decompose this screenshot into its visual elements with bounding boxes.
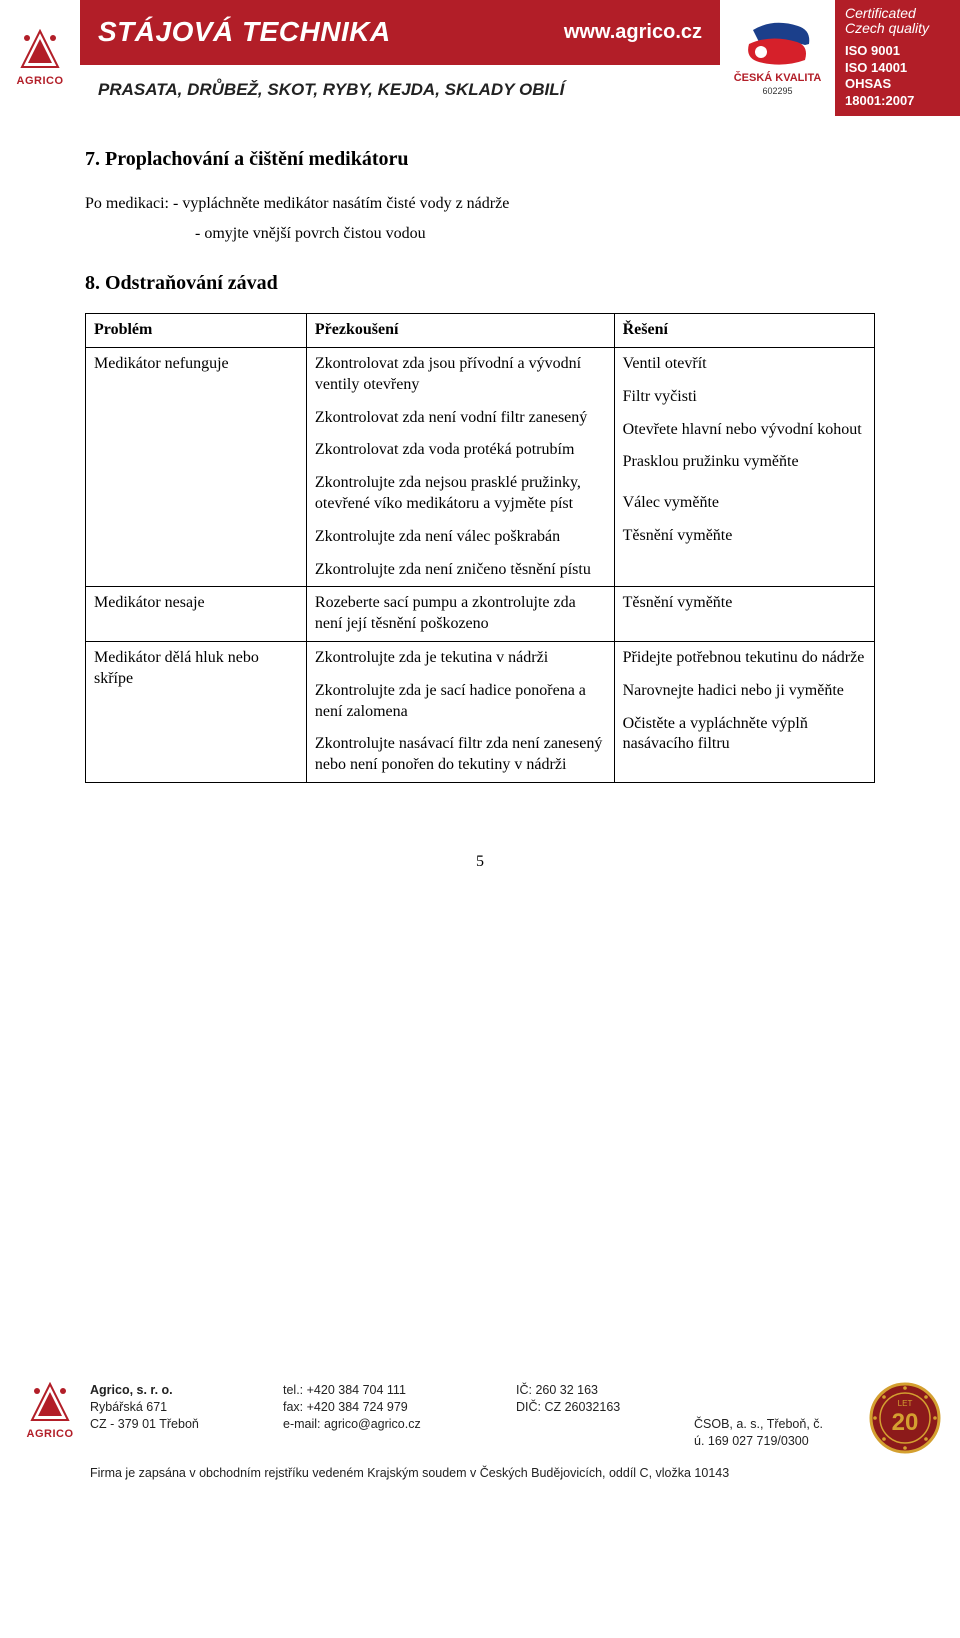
- banner-mid: STÁJOVÁ TECHNIKA www.agrico.cz PRASATA, …: [80, 0, 720, 116]
- check-item: Zkontrolovat zda jsou přívodní a vývodní…: [315, 354, 606, 396]
- cell-checks: Zkontrolujte zda je tekutina v nádrži Zk…: [306, 641, 614, 782]
- table-row: Medikátor dělá hluk nebo skřípe Zkontrol…: [86, 641, 875, 782]
- footer-tel: tel.: +420 384 704 111: [283, 1382, 488, 1399]
- footer-logo-cell: AGRICO: [10, 1382, 90, 1440]
- page-number: 5: [85, 853, 875, 871]
- footer-ic: IČ: 260 32 163: [516, 1382, 666, 1399]
- ck-number: 602295: [762, 86, 792, 96]
- footer-email: e-mail: agrico@agrico.cz: [283, 1416, 488, 1433]
- cell-solutions: Těsnění vyměňte: [614, 587, 874, 642]
- footer-col-ids: IČ: 260 32 163 DIČ: CZ 26032163: [516, 1382, 666, 1450]
- seal-cell: LET 20: [860, 1382, 950, 1454]
- footer-col-address: Agrico, s. r. o. Rybářská 671 CZ - 379 0…: [90, 1382, 255, 1450]
- solution-item: Očistěte a vypláchněte výplň nasávacího …: [623, 714, 866, 756]
- solution-item: Ventil otevřít: [623, 354, 866, 375]
- top-banner: AGRICO STÁJOVÁ TECHNIKA www.agrico.cz PR…: [0, 0, 960, 116]
- cell-solutions: Přidejte potřebnou tekutinu do nádrže Na…: [614, 641, 874, 782]
- solution-item: Filtr vyčisti: [623, 387, 866, 408]
- section-7-heading: 7. Proplachování a čištění medikátoru: [85, 148, 875, 171]
- seal-number: 20: [892, 1409, 919, 1436]
- section-7-line2: - omyjte vnější povrch čistou vodou: [85, 223, 875, 245]
- brand-logo-cell: AGRICO: [0, 0, 80, 116]
- check-item: Zkontrolujte zda je tekutina v nádrži: [315, 648, 606, 669]
- banner-subtitle: PRASATA, DRŮBEŽ, SKOT, RYBY, KEJDA, SKLA…: [80, 65, 720, 116]
- page-body: 7. Proplachování a čištění medikátoru Po…: [0, 116, 960, 1376]
- ck-flag-icon: [743, 20, 813, 70]
- check-item: Zkontrolovat zda není vodní filtr zanese…: [315, 408, 606, 429]
- agrico-logo-icon: [28, 1382, 72, 1426]
- anniversary-seal-icon: LET 20: [869, 1382, 941, 1454]
- solution-item: Narovnejte hadici nebo ji vyměňte: [623, 681, 866, 702]
- footer-addr2: CZ - 379 01 Třeboň: [90, 1416, 255, 1433]
- section-8-heading: 8. Odstraňování závad: [85, 272, 875, 295]
- solution-item: Těsnění vyměňte: [623, 593, 866, 614]
- footer-company: Agrico, s. r. o.: [90, 1383, 173, 1397]
- th-problem: Problém: [86, 314, 307, 348]
- solution-item: Otevřete hlavní nebo vývodní kohout: [623, 420, 866, 441]
- agrico-logo-icon: [18, 29, 62, 73]
- check-item: Zkontrolujte nasávací filtr zda není zan…: [315, 734, 606, 776]
- cert-line: ISO 14001: [845, 60, 950, 77]
- footer-addr1: Rybářská 671: [90, 1399, 255, 1416]
- table-row: Medikátor nefunguje Zkontrolovat zda jso…: [86, 347, 875, 586]
- troubleshooting-table: Problém Přezkoušení Řešení Medikátor nef…: [85, 313, 875, 783]
- footer-col-contact: tel.: +420 384 704 111 fax: +420 384 724…: [283, 1382, 488, 1450]
- check-item: Zkontrolovat zda voda protéká potrubím: [315, 440, 606, 461]
- cell-problem: Medikátor nefunguje: [86, 347, 307, 586]
- footer-fax: fax: +420 384 724 979: [283, 1399, 488, 1416]
- cert-line: ISO 9001: [845, 43, 950, 60]
- seal-top-text: LET: [898, 1399, 913, 1408]
- footer: AGRICO Agrico, s. r. o. Rybářská 671 CZ …: [0, 1376, 960, 1464]
- solution-item: Válec vyměňte: [623, 493, 866, 514]
- check-item: Zkontrolujte zda je sací hadice ponořena…: [315, 681, 606, 723]
- solution-item: Prasklou pružinku vyměňte: [623, 452, 866, 473]
- banner-title: STÁJOVÁ TECHNIKA: [98, 16, 391, 48]
- brand-name: AGRICO: [17, 75, 64, 87]
- banner-url: www.agrico.cz: [564, 21, 702, 44]
- cert-head: Certificated Czech quality: [845, 6, 950, 37]
- footer-col-bank: ČSOB, a. s., Třeboň, č. ú. 169 027 719/0…: [694, 1382, 832, 1450]
- ceska-kvalita-block: ČESKÁ KVALITA 602295: [720, 0, 835, 116]
- check-item: Zkontrolujte zda nejsou prasklé pružinky…: [315, 473, 606, 515]
- solution-item: Těsnění vyměňte: [623, 526, 866, 547]
- check-item: Zkontrolujte zda není válec poškrabán: [315, 527, 606, 548]
- footer-bank: ČSOB, a. s., Třeboň, č. ú. 169 027 719/0…: [694, 1416, 832, 1450]
- footer-dic: DIČ: CZ 26032163: [516, 1399, 666, 1416]
- certification-block: Certificated Czech quality ISO 9001 ISO …: [835, 0, 960, 116]
- banner-red-strip: STÁJOVÁ TECHNIKA www.agrico.cz: [80, 0, 720, 65]
- section-7-line1: Po medikaci: - vypláchněte medikátor nas…: [85, 193, 875, 215]
- cert-line: OHSAS 18001:2007: [845, 76, 950, 110]
- table-row: Medikátor nesaje Rozeberte sací pumpu a …: [86, 587, 875, 642]
- footer-registry-note: Firma je zapsána v obchodním rejstříku v…: [0, 1466, 960, 1480]
- check-item: Rozeberte sací pumpu a zkontrolujte zda …: [315, 593, 606, 635]
- agrico-logo: AGRICO: [17, 29, 64, 87]
- ck-label: ČESKÁ KVALITA: [734, 72, 822, 84]
- table-header-row: Problém Přezkoušení Řešení: [86, 314, 875, 348]
- check-item: Zkontrolujte zda není zničeno těsnění pí…: [315, 560, 606, 581]
- cell-checks: Rozeberte sací pumpu a zkontrolujte zda …: [306, 587, 614, 642]
- cell-solutions: Ventil otevřít Filtr vyčisti Otevřete hl…: [614, 347, 874, 586]
- cell-checks: Zkontrolovat zda jsou přívodní a vývodní…: [306, 347, 614, 586]
- th-solution: Řešení: [614, 314, 874, 348]
- brand-name: AGRICO: [27, 1428, 74, 1440]
- footer-columns: Agrico, s. r. o. Rybářská 671 CZ - 379 0…: [90, 1382, 860, 1450]
- cell-problem: Medikátor nesaje: [86, 587, 307, 642]
- solution-item: Přidejte potřebnou tekutinu do nádrže: [623, 648, 866, 669]
- cell-problem: Medikátor dělá hluk nebo skřípe: [86, 641, 307, 782]
- th-check: Přezkoušení: [306, 314, 614, 348]
